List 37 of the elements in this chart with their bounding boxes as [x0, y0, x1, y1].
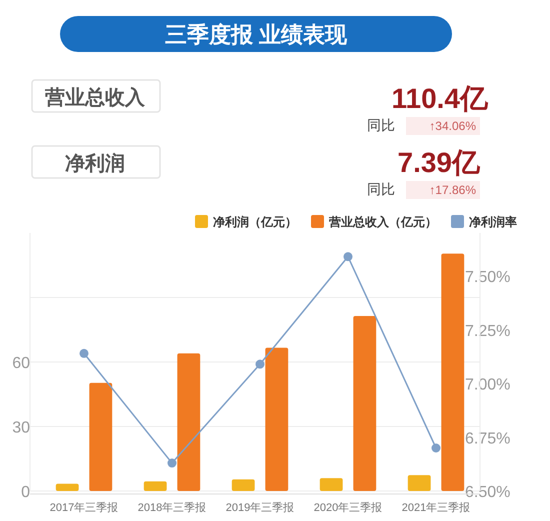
chart-title: 三季度报 业绩表现	[164, 22, 348, 47]
text: 7.39亿	[398, 147, 481, 178]
legend-label: 净利润（亿元）	[213, 215, 297, 229]
bar	[232, 479, 255, 491]
x-tick-label: 2020年三季报	[314, 501, 382, 514]
point	[432, 444, 440, 452]
x-tick-label: 2018年三季报	[138, 501, 206, 514]
x-tick-label: 2021年三季报	[402, 501, 470, 514]
text: 营业总收入	[44, 86, 146, 109]
text: 同比	[367, 181, 395, 197]
legend-label: 净利润率	[469, 215, 517, 229]
bar	[408, 475, 431, 491]
legend-label: 营业总收入（亿元）	[328, 215, 437, 229]
bar	[265, 348, 288, 491]
text: ↑17.86%	[429, 183, 476, 197]
point	[168, 458, 176, 468]
bar	[89, 382, 112, 491]
y2-tick-label: 7.25%	[465, 322, 510, 340]
bar	[320, 478, 343, 491]
bar	[56, 484, 79, 491]
point	[256, 360, 264, 369]
y-tick-label: 60	[12, 355, 30, 372]
bar	[177, 353, 200, 491]
bar	[353, 316, 376, 491]
x-tick-label: 2019年三季报	[226, 501, 294, 514]
text: 同比	[367, 117, 395, 133]
bar	[441, 254, 464, 491]
bar	[144, 481, 167, 491]
y-tick-label: 0	[21, 484, 30, 501]
y-tick-label: 30	[12, 420, 30, 436]
text: ↑34.06%	[429, 119, 476, 133]
text: 净利润	[65, 152, 125, 175]
text: 110.4亿	[391, 83, 489, 114]
point	[80, 348, 88, 358]
point	[344, 252, 352, 262]
x-tick-label: 2017年三季报	[50, 501, 118, 514]
y2-tick-label: 6.75%	[465, 430, 510, 448]
